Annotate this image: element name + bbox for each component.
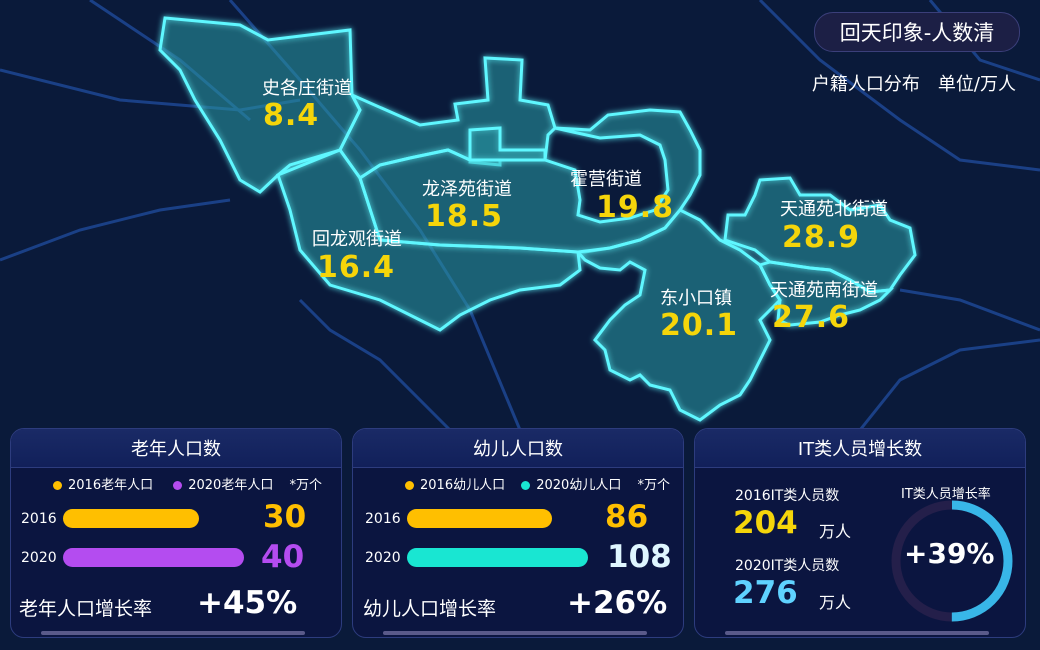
elderly-card: 老年人口数 2016老年人口 2020老年人口 *万个 2016 30 2020…	[10, 428, 342, 638]
growth-value: +45%	[197, 585, 298, 621]
map-subtitle: 户籍人口分布 单位/万人	[812, 70, 1016, 96]
ring-label: IT类人员增长率	[901, 487, 991, 502]
district-label: 东小口镇	[660, 288, 732, 309]
legend-label: 2020老年人口	[188, 478, 274, 493]
legend-label: 2016老年人口	[68, 478, 154, 493]
children-card: 幼儿人口数 2016幼儿人口 2020幼儿人口 *万个 2016 86 2020…	[352, 428, 684, 638]
district-value: 28.9	[782, 220, 861, 255]
it-unit: 万人	[819, 522, 852, 541]
it-unit: 万人	[819, 593, 852, 612]
legend-dot-teal	[521, 481, 531, 490]
bar-2016	[407, 509, 552, 528]
ring-arc	[891, 500, 1013, 622]
district-label: 霍营街道	[570, 169, 642, 190]
legend-label: 2020幼儿人口	[536, 478, 622, 493]
page-title-pill: 回天印象-人数清	[814, 12, 1020, 52]
district-dongxiaokou	[575, 208, 782, 422]
district-label: 天通苑北街道	[780, 199, 888, 220]
district-value: 8.4	[263, 98, 320, 133]
scrollbar[interactable]	[41, 631, 305, 635]
legend-dot-yellow	[405, 481, 414, 490]
district-value: 19.8	[596, 190, 675, 225]
ring-value: +39%	[904, 537, 995, 570]
district-map	[0, 0, 1040, 430]
bar-2016	[63, 509, 199, 528]
legend: 2016老年人口 2020老年人口 *万个	[53, 474, 322, 493]
district-shiges	[158, 16, 362, 194]
it-2016-value: 204	[733, 505, 798, 541]
it-2020-label: 2020IT类人员数	[735, 558, 840, 574]
legend: 2016幼儿人口 2020幼儿人口 *万个	[405, 474, 670, 493]
year-label: 2016	[365, 511, 401, 527]
district-label: 史各庄街道	[262, 78, 352, 99]
district-label: 回龙观街道	[312, 229, 402, 250]
card-title: 幼儿人口数	[353, 429, 683, 468]
card-title: 老年人口数	[11, 429, 341, 468]
card-title: IT类人员增长数	[695, 429, 1025, 468]
district-value: 16.4	[317, 250, 396, 285]
district-huoying	[358, 108, 702, 254]
year-label: 2020	[21, 550, 57, 566]
district-value: 20.1	[660, 308, 739, 343]
bar-2020	[407, 548, 588, 567]
legend-dot-purple	[173, 481, 183, 490]
district-label: 龙泽苑街道	[422, 179, 512, 200]
bar-2020	[63, 548, 244, 567]
district-label: 天通苑南街道	[770, 280, 878, 301]
it-2016-label: 2016IT类人员数	[735, 488, 840, 504]
it-card: IT类人员增长数 2016IT类人员数 204 万人 2020IT类人员数 27…	[694, 428, 1026, 638]
scrollbar[interactable]	[383, 631, 647, 635]
value-2020: 108	[607, 539, 672, 575]
district-tiantongyuan-nan	[757, 260, 895, 327]
district-value: 18.5	[425, 199, 504, 234]
it-2020-value: 276	[733, 575, 798, 611]
growth-value: +26%	[567, 585, 668, 621]
unit-note: *万个	[637, 478, 670, 493]
legend-dot-yellow	[53, 481, 62, 490]
year-label: 2016	[21, 511, 57, 527]
page-title: 回天印象-人数清	[839, 21, 995, 45]
value-2016: 86	[605, 499, 649, 535]
growth-ring	[891, 500, 1013, 622]
growth-label: 老年人口增长率	[19, 598, 153, 620]
district-value: 27.6	[772, 300, 851, 335]
legend-label: 2016幼儿人口	[420, 478, 506, 493]
unit-note: *万个	[289, 478, 322, 493]
district-shapes	[158, 16, 917, 422]
value-2020: 40	[261, 539, 305, 575]
scrollbar[interactable]	[725, 631, 989, 635]
growth-label: 幼儿人口增长率	[363, 598, 497, 620]
subtitle-text: 户籍人口分布	[811, 74, 920, 95]
value-2016: 30	[263, 499, 307, 535]
year-label: 2020	[365, 550, 401, 566]
unit-text: 单位/万人	[937, 74, 1016, 95]
